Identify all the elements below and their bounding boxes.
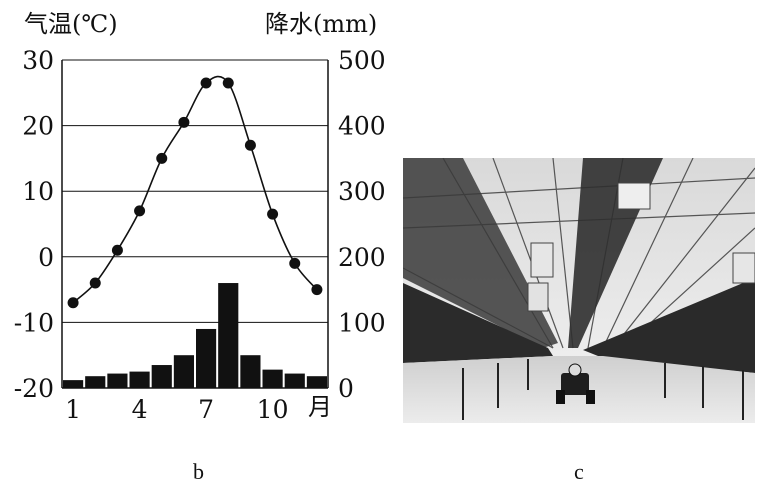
precipitation-bar [151, 365, 172, 388]
temperature-point [267, 208, 279, 220]
precipitation-bar [129, 371, 150, 388]
precipitation-bar [284, 373, 305, 388]
temperature-point [134, 205, 146, 217]
month-tick-label: 1 [65, 395, 81, 424]
precipitation-bar [173, 355, 194, 388]
plot-frame [61, 60, 329, 389]
precipitation-bar [85, 376, 106, 388]
precipitation-bar [306, 376, 327, 388]
temperature-tick-label: 30 [22, 46, 54, 75]
temperature-point [111, 244, 123, 256]
temperature-point [289, 257, 301, 269]
precipitation-tick-label: 500 [338, 46, 386, 75]
temperature-point [178, 116, 190, 128]
temperature-point [67, 297, 79, 309]
precipitation-bar [63, 380, 84, 388]
month-tick-label: 7 [198, 395, 214, 424]
precipitation-tick-label: 0 [338, 374, 354, 403]
greenhouse-photo [403, 158, 755, 423]
precipitation-tick-label: 400 [338, 112, 386, 141]
temperature-point [200, 77, 212, 89]
precipitation-axis-title: 降水(mm) [265, 10, 377, 38]
precipitation-bars [63, 283, 327, 388]
greenhouse-vehicle [556, 363, 595, 404]
precipitation-tick-label: 300 [338, 177, 386, 206]
temperature-point [311, 284, 323, 296]
temperature-point [89, 277, 101, 289]
precipitation-tick-labels: 500 400 300 200 100 0 [338, 46, 386, 403]
temperature-point [156, 152, 168, 164]
precipitation-bar [240, 355, 261, 388]
precipitation-bar [218, 283, 239, 388]
temperature-point [222, 77, 234, 89]
month-tick-labels: 1 4 7 10 [65, 395, 288, 424]
precipitation-bar [262, 369, 283, 388]
temperature-point [244, 139, 256, 151]
temperature-line-group [67, 75, 323, 309]
month-tick-label: 10 [257, 395, 289, 424]
temperature-tick-label: 10 [22, 177, 54, 206]
precipitation-bar [107, 373, 128, 388]
temperature-tick-label: 0 [38, 243, 54, 272]
temperature-tick-labels: 30 20 10 0 -10 -20 [14, 46, 54, 403]
precipitation-tick-label: 200 [338, 243, 386, 272]
temperature-tick-label: -10 [14, 308, 54, 337]
photo-caption: c [574, 459, 584, 484]
grid-lines [62, 59, 328, 389]
temperature-line [72, 75, 318, 304]
precipitation-tick-label: 100 [338, 308, 386, 337]
temperature-tick-label: 20 [22, 112, 54, 141]
temperature-tick-label: -20 [14, 374, 54, 403]
temperature-axis-title: 气温(℃) [24, 10, 118, 38]
precipitation-bar [196, 328, 217, 388]
month-tick-label: 4 [132, 395, 148, 424]
month-unit-label: 月 [308, 393, 332, 421]
chart-caption: b [193, 459, 204, 484]
